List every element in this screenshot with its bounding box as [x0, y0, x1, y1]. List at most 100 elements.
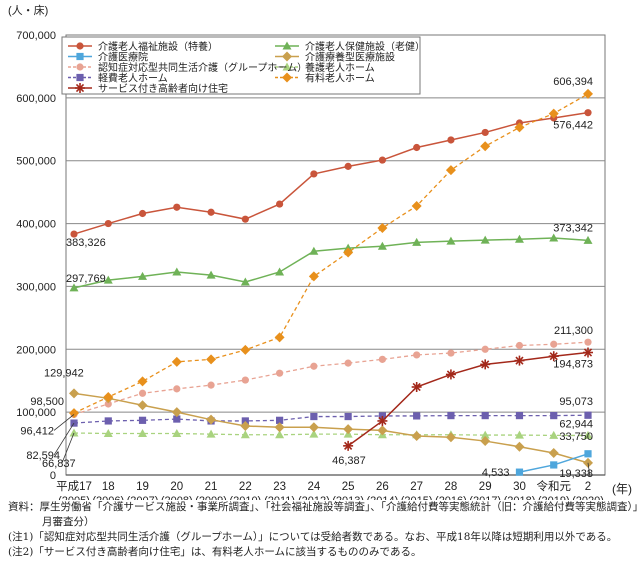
marker-square	[173, 415, 181, 423]
x-tick-year-label: (2005)	[58, 495, 90, 500]
marker-square	[76, 73, 84, 82]
marker-triangle	[275, 267, 285, 276]
label-leader	[53, 414, 75, 431]
marker-triangle	[172, 429, 182, 438]
data-label: 66,837	[42, 458, 76, 470]
marker-circle	[378, 156, 386, 164]
marker-diamond	[377, 425, 388, 436]
x-tick-label: 27	[410, 481, 423, 493]
marker-diamond	[69, 408, 79, 419]
legend-item	[68, 63, 92, 71]
legend-label: 認知症対応型共同生活介護（グループホーム）	[98, 61, 307, 74]
marker-star	[583, 348, 593, 357]
marker-triangle	[549, 430, 559, 439]
x-tick-label: 28	[445, 481, 458, 493]
marker-square	[515, 412, 524, 420]
legend-item	[68, 52, 92, 61]
data-label: 383,326	[66, 237, 106, 249]
marker-star	[378, 416, 387, 426]
marker-circle	[310, 170, 318, 178]
marker-diamond	[480, 436, 491, 447]
source-note-cont: 月審査分）	[42, 516, 95, 528]
marker-circle	[173, 203, 181, 211]
marker-star	[446, 370, 456, 379]
x-tick-year-label: (2018)	[504, 495, 536, 500]
data-label: 576,442	[553, 120, 593, 132]
marker-triangle	[240, 277, 250, 286]
x-tick-year-label: (2006)	[92, 495, 124, 500]
x-tick-year-label: (2019)	[538, 495, 570, 500]
marker-diamond	[343, 424, 354, 435]
x-tick-year-label: (2015)	[401, 495, 433, 500]
x-tick-label: 25	[342, 481, 355, 493]
marker-circle	[70, 230, 78, 238]
marker-circle	[344, 162, 352, 170]
marker-triangle	[514, 430, 524, 439]
y-tick-label: 500,000	[16, 156, 56, 168]
plot-area	[65, 34, 606, 476]
x-tick-label: 18	[102, 481, 115, 493]
marker-square	[76, 52, 84, 61]
legend-item	[275, 51, 299, 62]
data-label: 62,944	[559, 418, 593, 430]
data-label: 96,412	[20, 425, 54, 437]
marker-circle	[276, 369, 284, 377]
x-tick-label: 24	[307, 481, 320, 493]
marker-square	[310, 412, 318, 421]
y-tick-label: 200,000	[16, 344, 56, 356]
series-4	[70, 338, 592, 418]
marker-square	[550, 461, 558, 469]
marker-diamond	[274, 422, 285, 433]
marker-square	[515, 468, 524, 476]
y-axis-title: (人・床)	[8, 3, 48, 17]
x-tick-year-label: (2009)	[195, 495, 227, 500]
marker-triangle	[240, 430, 250, 439]
series-6	[70, 411, 592, 427]
data-label: 129,942	[44, 367, 84, 379]
marker-diamond	[445, 165, 456, 176]
marker-triangle	[206, 270, 216, 279]
marker-circle	[276, 200, 284, 208]
legend-item	[68, 83, 92, 93]
y-tick-label: 100,000	[16, 407, 56, 419]
marker-circle	[76, 42, 84, 50]
marker-diamond	[206, 354, 217, 365]
x-tick-year-label: (2011)	[264, 495, 295, 500]
marker-star	[344, 441, 353, 450]
x-tick-label: 2	[585, 481, 591, 493]
data-label: 33,750	[559, 431, 593, 443]
note-1: (注1)「認知症対応型共同生活介護（グループホーム）」については受給者数である。…	[8, 531, 618, 543]
marker-diamond	[206, 414, 217, 425]
x-axis-title: (年)	[612, 482, 632, 496]
marker-star	[549, 352, 558, 361]
marker-star	[75, 83, 85, 93]
note-2: (注2)「サービス付き高齢者向け住宅」は、有料老人ホームに該当するもののみである…	[8, 546, 422, 558]
data-label: 606,394	[553, 76, 593, 88]
marker-circle	[207, 208, 215, 216]
data-label: 46,387	[332, 455, 366, 467]
x-tick-label: 令和元	[536, 479, 571, 493]
marker-triangle	[69, 428, 79, 437]
marker-circle	[550, 340, 558, 348]
marker-triangle	[282, 41, 292, 50]
x-tick-label: 29	[479, 481, 492, 493]
legend-item	[275, 62, 299, 71]
label-leader	[587, 462, 591, 477]
marker-circle	[447, 349, 455, 357]
marker-square	[378, 412, 386, 420]
marker-diamond	[308, 271, 319, 282]
y-tick-label: 300,000	[16, 281, 56, 293]
marker-triangle	[480, 430, 490, 439]
data-label: 194,873	[553, 359, 593, 371]
marker-diamond	[480, 141, 491, 152]
x-tick-year-label: (2008)	[161, 495, 193, 500]
marker-diamond	[377, 222, 388, 233]
legend-label: 有料老人ホーム	[305, 72, 375, 85]
line-chart: 0 100,000 200,000 300,000 400,000 500,000 600,…	[8, 3, 632, 500]
marker-diamond	[137, 376, 148, 387]
marker-triangle	[172, 267, 182, 276]
x-tick-label: 23	[273, 481, 286, 493]
series-line	[73, 93, 589, 414]
series-line	[73, 341, 589, 416]
